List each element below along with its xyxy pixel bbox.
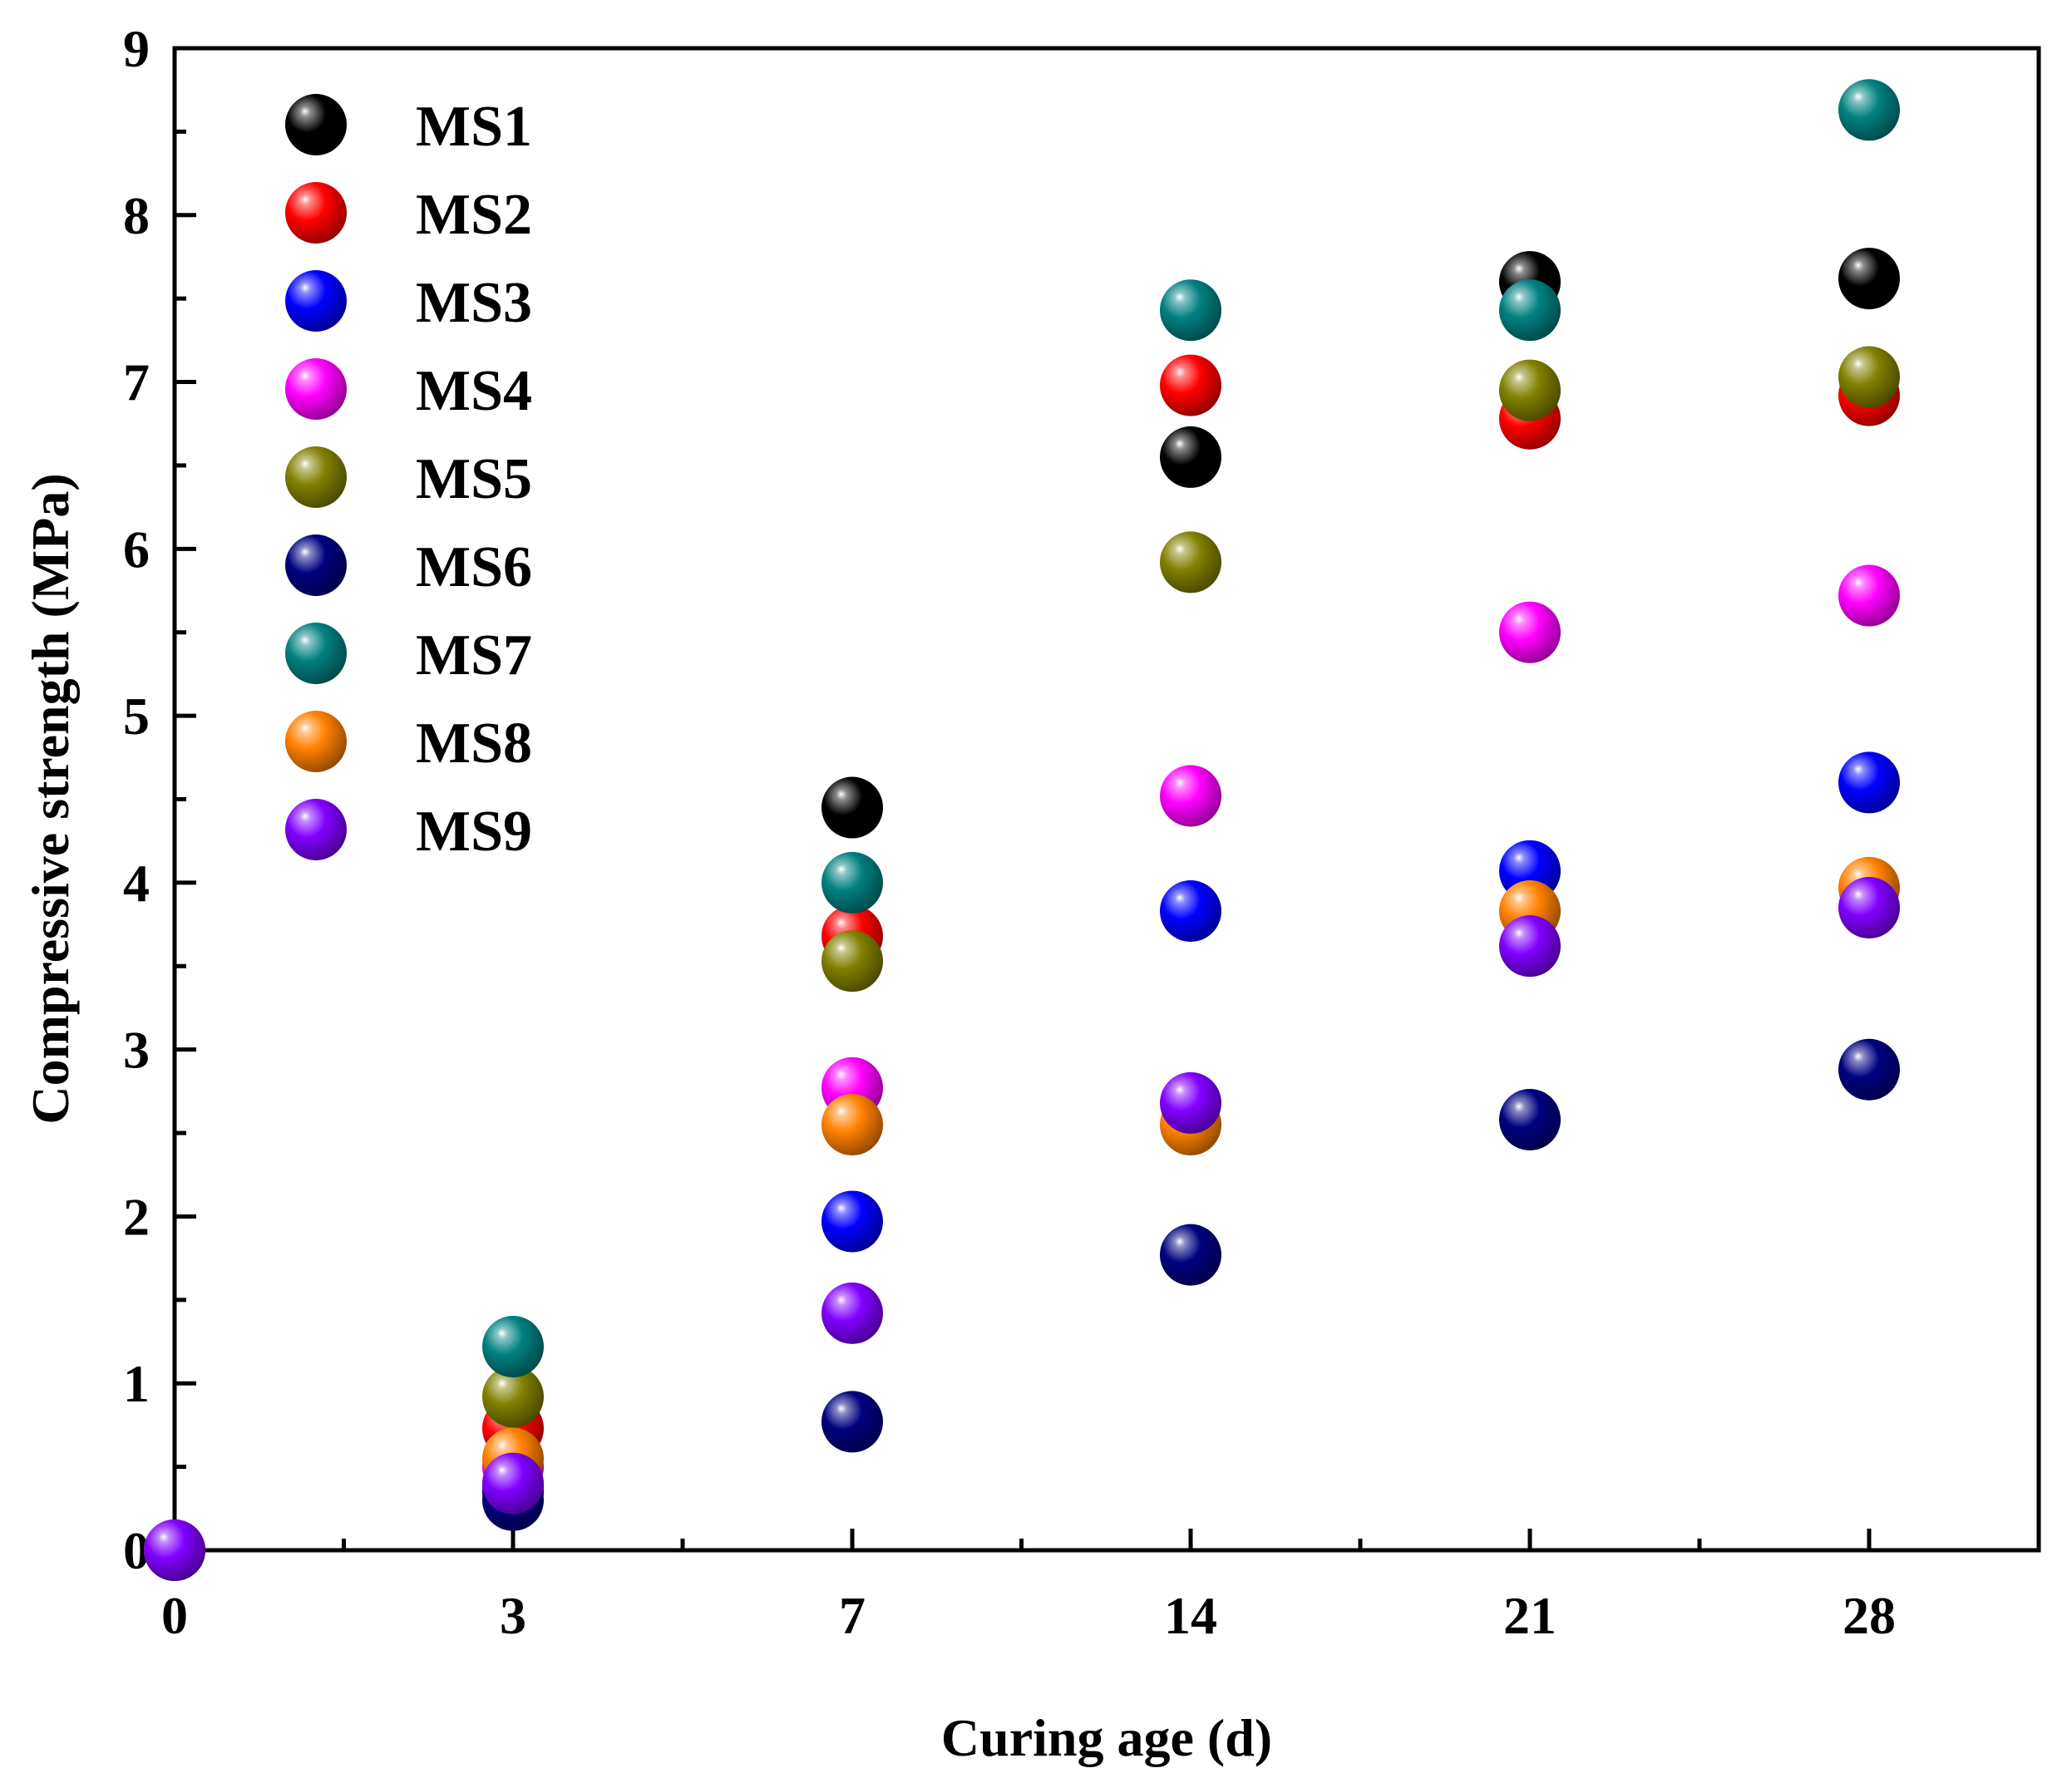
- point-ms9-day-7: [821, 1282, 883, 1344]
- legend-marker: [285, 182, 347, 244]
- legend-marker: [285, 358, 347, 420]
- y-tick-label: 7: [123, 353, 150, 412]
- point-ms7-day-21: [1499, 279, 1561, 342]
- point-ms5-day-7: [821, 930, 883, 992]
- y-tick-label: 6: [123, 520, 150, 579]
- y-tick-label: 2: [123, 1187, 150, 1246]
- point-ms5-day-28: [1838, 346, 1900, 408]
- legend: MS1 MS2 MS3 MS4 MS5 MS6 MS7 MS8 MS9: [285, 94, 532, 864]
- y-tick-label: 4: [123, 854, 150, 913]
- point-ms9-day-28: [1838, 877, 1900, 939]
- x-tick-label: 21: [1503, 1586, 1556, 1645]
- legend-label: MS3: [416, 271, 532, 335]
- y-axis-title: Compressive strength (MPa): [21, 473, 80, 1124]
- y-tick-label: 1: [123, 1354, 150, 1413]
- legend-marker: [285, 711, 347, 772]
- legend-marker: [285, 446, 347, 508]
- legend-label: MS1: [416, 95, 532, 159]
- y-tick-label: 8: [123, 186, 150, 245]
- x-tick-label: 3: [500, 1586, 526, 1645]
- point-ms1-day-7: [821, 776, 883, 839]
- point-ms4-day-28: [1838, 564, 1900, 627]
- legend-marker: [285, 623, 347, 684]
- point-ms1-day-14: [1160, 426, 1221, 488]
- y-tick-label: 3: [123, 1021, 150, 1080]
- point-ms5-day-3: [482, 1366, 544, 1428]
- point-ms9-day-3: [482, 1452, 544, 1515]
- point-ms9-day-0: [144, 1519, 205, 1581]
- x-tick-label: 7: [839, 1586, 866, 1645]
- point-ms9-day-21: [1499, 915, 1561, 978]
- point-ms3-day-7: [821, 1190, 883, 1253]
- point-ms7-day-7: [821, 851, 883, 914]
- point-ms2-day-14: [1160, 354, 1221, 416]
- point-ms3-day-28: [1838, 751, 1900, 814]
- point-ms4-day-21: [1499, 601, 1561, 663]
- point-ms7-day-14: [1160, 279, 1221, 342]
- legend-marker: [285, 534, 347, 596]
- legend-label: MS8: [416, 712, 532, 776]
- legend-label: MS7: [416, 623, 532, 687]
- point-ms1-day-28: [1838, 248, 1900, 310]
- point-ms8-day-7: [821, 1094, 883, 1156]
- y-tick-label: 5: [123, 687, 150, 746]
- point-ms7-day-28: [1838, 79, 1900, 141]
- x-axis-title: Curing age (d): [941, 1708, 1272, 1767]
- legend-label: MS9: [416, 800, 532, 864]
- x-tick-label: 0: [161, 1586, 188, 1645]
- legend-label: MS5: [416, 447, 532, 511]
- point-ms4-day-14: [1160, 765, 1221, 827]
- legend-label: MS4: [416, 359, 532, 423]
- data-points: [144, 79, 1900, 1581]
- point-ms6-day-28: [1838, 1038, 1900, 1101]
- legend-marker: [285, 270, 347, 332]
- legend-marker: [285, 94, 347, 155]
- legend-marker: [285, 799, 347, 860]
- point-ms7-day-3: [482, 1316, 544, 1378]
- point-ms5-day-14: [1160, 531, 1221, 593]
- legend-label: MS6: [416, 535, 532, 599]
- point-ms6-day-14: [1160, 1224, 1221, 1286]
- point-ms6-day-21: [1499, 1088, 1561, 1150]
- point-ms9-day-14: [1160, 1071, 1221, 1134]
- x-tick-label: 14: [1164, 1586, 1217, 1645]
- point-ms6-day-7: [821, 1391, 883, 1453]
- point-ms3-day-14: [1160, 880, 1221, 943]
- y-tick-label: 9: [123, 19, 150, 78]
- point-ms5-day-21: [1499, 359, 1561, 421]
- legend-label: MS2: [416, 183, 532, 247]
- x-tick-label: 28: [1843, 1586, 1896, 1645]
